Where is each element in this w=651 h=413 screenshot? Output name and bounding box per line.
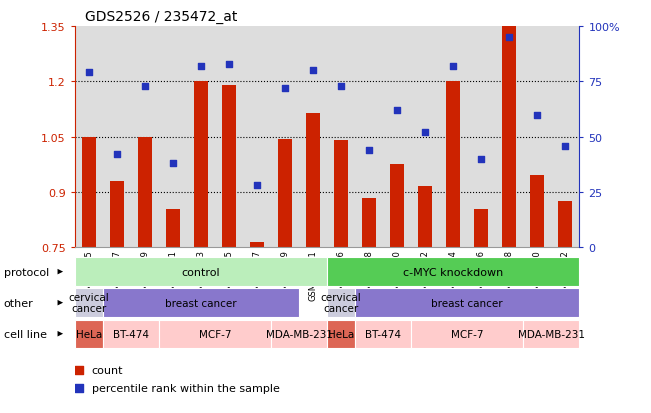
Point bbox=[168, 161, 178, 167]
Point bbox=[280, 85, 290, 92]
Bar bbox=[411, 320, 523, 348]
Text: percentile rank within the sample: percentile rank within the sample bbox=[92, 383, 280, 393]
Bar bbox=[327, 320, 355, 348]
Point bbox=[476, 156, 486, 163]
Bar bbox=[355, 320, 411, 348]
Bar bbox=[503, 27, 516, 248]
Point bbox=[448, 63, 458, 70]
Bar bbox=[446, 82, 460, 248]
Point bbox=[308, 68, 318, 74]
Text: breast cancer: breast cancer bbox=[165, 298, 237, 308]
Text: GDS2526 / 235472_at: GDS2526 / 235472_at bbox=[85, 10, 237, 24]
Text: count: count bbox=[92, 365, 123, 375]
Point bbox=[196, 63, 206, 70]
Bar bbox=[418, 187, 432, 248]
Text: cervical
cancer: cervical cancer bbox=[68, 292, 109, 314]
Text: breast cancer: breast cancer bbox=[432, 298, 503, 308]
Point bbox=[140, 83, 150, 90]
Point bbox=[336, 83, 346, 90]
Bar bbox=[75, 258, 327, 286]
Bar bbox=[531, 176, 544, 248]
Bar bbox=[159, 320, 271, 348]
Text: c-MYC knockdown: c-MYC knockdown bbox=[403, 267, 503, 277]
Point bbox=[74, 366, 85, 373]
Text: BT-474: BT-474 bbox=[113, 329, 149, 339]
Text: MCF-7: MCF-7 bbox=[199, 329, 231, 339]
Point bbox=[74, 385, 85, 392]
Point bbox=[420, 130, 430, 136]
Bar bbox=[306, 114, 320, 248]
Point bbox=[364, 147, 374, 154]
Bar bbox=[362, 198, 376, 248]
Text: HeLa: HeLa bbox=[76, 329, 102, 339]
Bar bbox=[278, 139, 292, 248]
Bar bbox=[103, 320, 159, 348]
Point bbox=[392, 107, 402, 114]
Bar bbox=[355, 289, 579, 317]
Text: control: control bbox=[182, 267, 220, 277]
Bar bbox=[523, 320, 579, 348]
Point bbox=[532, 112, 542, 119]
Bar bbox=[475, 209, 488, 248]
Text: HeLa: HeLa bbox=[328, 329, 354, 339]
Bar bbox=[103, 289, 299, 317]
Text: cell line: cell line bbox=[4, 329, 47, 339]
Bar bbox=[334, 141, 348, 248]
Bar bbox=[327, 258, 579, 286]
Bar bbox=[82, 137, 96, 248]
Bar bbox=[271, 320, 327, 348]
Bar bbox=[222, 86, 236, 248]
Bar bbox=[327, 289, 355, 317]
Point bbox=[84, 70, 94, 76]
Text: cervical
cancer: cervical cancer bbox=[321, 292, 361, 314]
Bar bbox=[110, 181, 124, 248]
Bar bbox=[75, 320, 103, 348]
Point bbox=[504, 35, 514, 41]
Bar bbox=[559, 202, 572, 248]
Text: MDA-MB-231: MDA-MB-231 bbox=[518, 329, 585, 339]
Text: protocol: protocol bbox=[4, 267, 49, 277]
Text: other: other bbox=[4, 298, 33, 308]
Bar bbox=[75, 289, 103, 317]
Bar bbox=[194, 82, 208, 248]
Point bbox=[224, 61, 234, 68]
Bar bbox=[390, 165, 404, 248]
Bar bbox=[138, 137, 152, 248]
Point bbox=[252, 183, 262, 189]
Point bbox=[560, 143, 570, 150]
Text: MDA-MB-231: MDA-MB-231 bbox=[266, 329, 333, 339]
Bar bbox=[166, 209, 180, 248]
Text: BT-474: BT-474 bbox=[365, 329, 401, 339]
Bar bbox=[250, 242, 264, 248]
Point bbox=[112, 152, 122, 158]
Text: MCF-7: MCF-7 bbox=[451, 329, 484, 339]
